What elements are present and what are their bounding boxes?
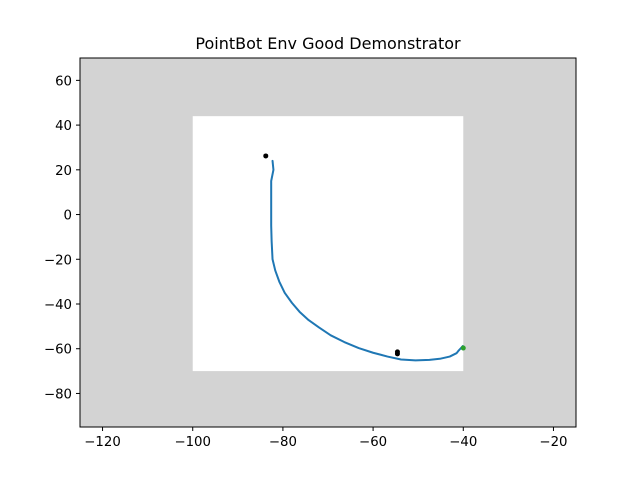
y-tick-label: 60 bbox=[55, 74, 72, 89]
y-tick-label: −60 bbox=[44, 343, 72, 358]
y-tick-label: −80 bbox=[44, 387, 72, 402]
x-tick-label: −80 bbox=[269, 435, 297, 450]
x-tick-label: −20 bbox=[539, 435, 567, 450]
x-tick-label: −60 bbox=[359, 435, 387, 450]
y-tick-label: −40 bbox=[44, 298, 72, 313]
axes-frame bbox=[79, 57, 577, 428]
plot-area bbox=[79, 57, 577, 428]
obstacle-point bbox=[394, 351, 400, 357]
goal-point bbox=[460, 345, 466, 351]
y-tick-label: 20 bbox=[55, 164, 72, 179]
x-tick-label: −40 bbox=[449, 435, 477, 450]
free-region bbox=[192, 116, 464, 372]
x-tick-label: −120 bbox=[84, 435, 121, 450]
x-axis: −120 −100 −80 −60 −40 −20 bbox=[84, 427, 567, 450]
y-axis: −80 −60 −40 −20 0 20 40 60 bbox=[44, 74, 80, 402]
y-tick-label: 40 bbox=[55, 119, 72, 134]
obstacle-point bbox=[263, 153, 269, 159]
x-tick-label: −100 bbox=[174, 435, 211, 450]
y-tick-label: −20 bbox=[44, 253, 72, 268]
y-tick-label: 0 bbox=[64, 209, 72, 224]
chart-title: PointBot Env Good Demonstrator bbox=[195, 34, 461, 53]
trajectory-line bbox=[270, 159, 464, 362]
